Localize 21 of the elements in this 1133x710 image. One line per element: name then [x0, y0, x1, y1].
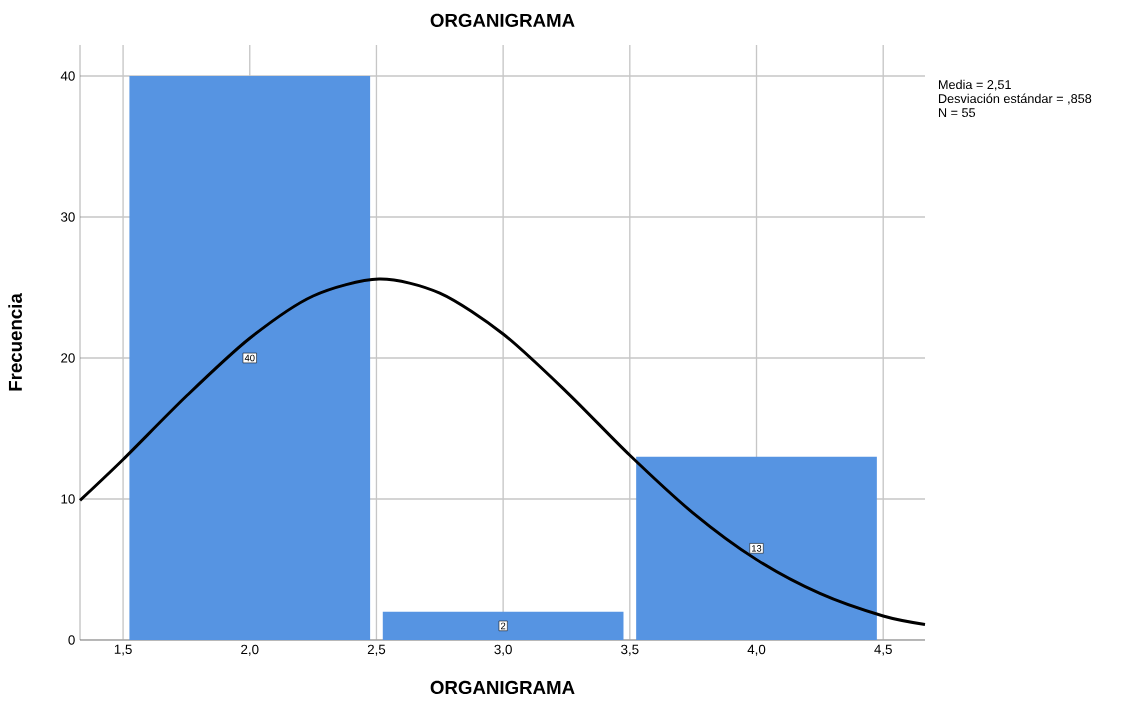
data-label: 40: [244, 354, 255, 362]
text: Desviación estándar = ,858: [938, 93, 1092, 105]
data-label: 13: [752, 545, 762, 552]
y-tick-label: 0: [68, 635, 75, 645]
chart-title: ORGANIGRAMA: [430, 13, 575, 27]
x-tick-label: 3,5: [621, 644, 639, 656]
x-tick-label: 1,5: [114, 644, 132, 656]
x-tick-label: 2,0: [241, 644, 259, 656]
x-tick-label: 4,5: [874, 644, 892, 656]
y-axis-title: Frecuencia: [8, 293, 22, 391]
data-label: 2: [501, 622, 506, 630]
x-tick-label: 2,5: [367, 644, 386, 656]
x-axis-title: ORGANIGRAMA: [430, 680, 575, 695]
x-tick-label: 3,0: [494, 644, 512, 656]
y-tick-label: 30: [60, 212, 75, 222]
y-tick-label: 20: [61, 353, 75, 363]
x-tick-label: 4,0: [747, 644, 766, 656]
y-tick-label: 10: [61, 494, 75, 504]
text: N = 55: [938, 108, 976, 118]
y-tick-label: 40: [60, 71, 75, 81]
text: Media = 2,51: [938, 79, 1011, 91]
